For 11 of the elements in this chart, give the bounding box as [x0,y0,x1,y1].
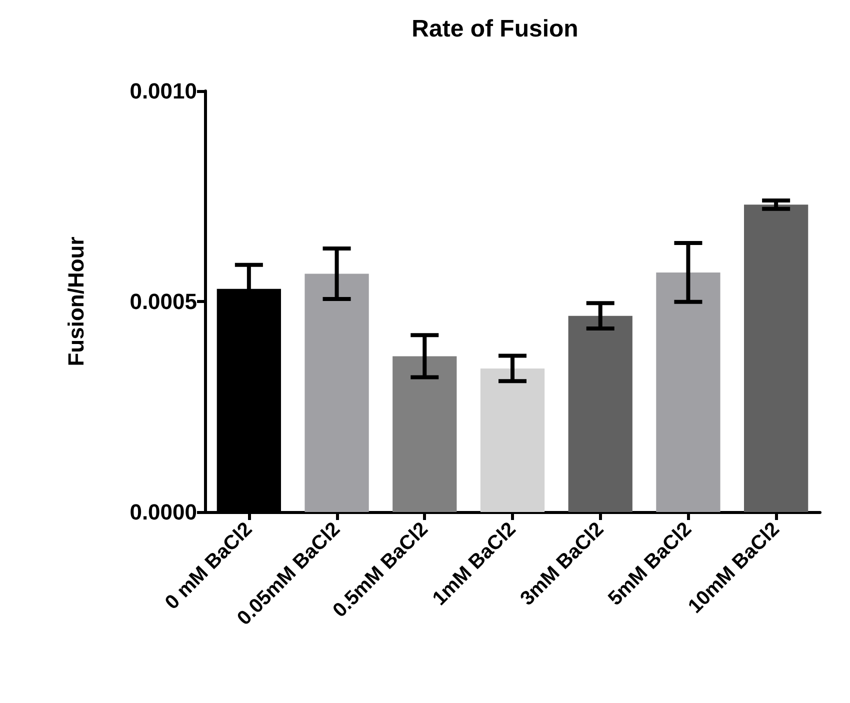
y-tick-label: 0.0000 [130,500,197,524]
bar [568,316,632,512]
chart-title: Rate of Fusion [412,16,578,42]
bar [744,204,808,512]
bar [304,274,369,512]
bar [656,272,720,512]
y-tick-label: 0.0010 [130,78,197,104]
y-tick-label: 0.0005 [130,289,197,314]
bar [392,356,457,512]
bar [480,368,545,512]
y-axis-title: Fusion/Hour [64,236,88,366]
